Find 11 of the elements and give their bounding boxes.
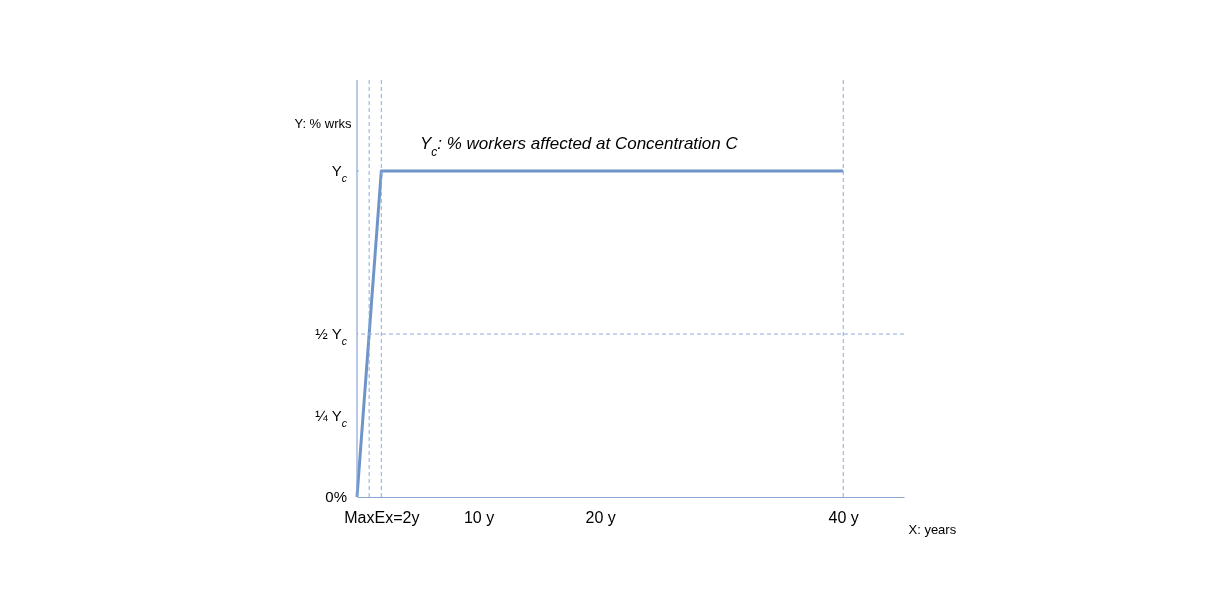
x-axis-title: X: years — [908, 521, 957, 537]
x-tick-label: MaxEx=2y — [344, 508, 420, 526]
annotation: ¼ Y$_{c}$ — [315, 406, 348, 429]
x-tick-label: 20 y — [585, 508, 616, 526]
x-tick-label: 40 y — [828, 508, 859, 526]
text: Y$_{c}$: % workers affected at Concentration C — [420, 134, 739, 159]
annotation: 0% — [325, 488, 347, 505]
y-axis-title: Y: % wrks — [294, 115, 352, 131]
x-tick-label: 10 y — [463, 508, 495, 526]
annotation: Y$_{c}$ — [331, 162, 348, 184]
annotation: ½ Y$_{c}$ — [315, 325, 348, 347]
